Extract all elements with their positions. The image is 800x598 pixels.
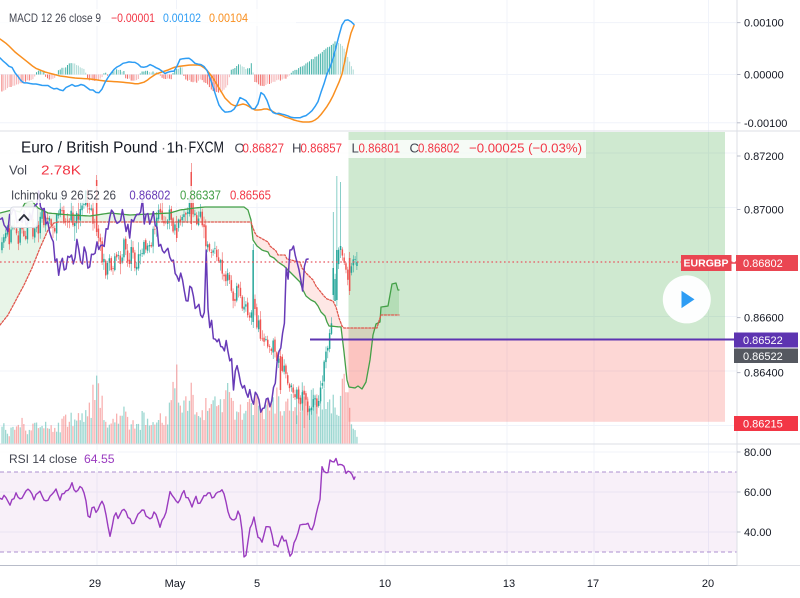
svg-text:L: L [352,141,359,156]
svg-text:0.87200: 0.87200 [744,151,784,163]
svg-text:0.00102: 0.00102 [163,11,201,25]
svg-text:0.86802: 0.86802 [743,258,783,270]
svg-text:40.00: 40.00 [744,527,772,539]
svg-text:0.00104: 0.00104 [209,11,248,25]
svg-text:·: · [161,140,166,157]
svg-text:0.86565: 0.86565 [230,187,271,202]
svg-text:0.86857: 0.86857 [301,141,343,156]
svg-text:1h: 1h [167,140,184,157]
svg-text:17: 17 [587,578,599,590]
svg-text:12 26 close 9: 12 26 close 9 [41,11,101,25]
svg-text:64.55: 64.55 [84,452,115,466]
svg-text:80.00: 80.00 [744,447,772,459]
svg-text:20: 20 [702,578,714,590]
svg-text:29: 29 [89,578,101,590]
svg-text:EURGBP: EURGBP [684,258,729,270]
svg-text:0.86215: 0.86215 [743,419,783,431]
svg-text:0.86802: 0.86802 [129,187,170,202]
svg-text:0.86400: 0.86400 [744,368,784,380]
svg-text:0.00000: 0.00000 [744,70,784,82]
svg-text:2.78K: 2.78K [41,162,81,177]
svg-text:Euro / British Pound: Euro / British Pound [21,140,158,157]
svg-text:C: C [410,141,420,156]
svg-text:May: May [165,578,186,590]
svg-text:5: 5 [254,578,260,590]
svg-text:10: 10 [379,578,391,590]
svg-text:MACD: MACD [9,11,38,25]
svg-text:-0.00100: -0.00100 [744,118,787,130]
svg-text:Ichimoku 9 26 52 26: Ichimoku 9 26 52 26 [11,187,116,202]
svg-text:0.86337: 0.86337 [180,187,221,202]
svg-text:0.86522: 0.86522 [743,335,783,347]
svg-text:0.86600: 0.86600 [744,313,784,325]
svg-text:H: H [292,141,302,156]
svg-text:60.00: 60.00 [744,487,772,499]
svg-text:·: · [183,140,188,157]
svg-text:Vol: Vol [9,162,27,177]
svg-text:FXCM: FXCM [189,140,225,157]
svg-text:O: O [235,141,245,156]
svg-text:0.86522: 0.86522 [743,351,783,363]
svg-text:−0.00025 (−0.03%): −0.00025 (−0.03%) [469,141,582,156]
svg-text:RSI 14 close: RSI 14 close [9,452,77,466]
svg-text:−0.00001: −0.00001 [111,11,155,25]
svg-text:0.87000: 0.87000 [744,205,784,217]
svg-text:0.00100: 0.00100 [744,18,784,30]
svg-text:0.86801: 0.86801 [359,141,401,156]
svg-text:0.86802: 0.86802 [418,141,460,156]
svg-text:0.86827: 0.86827 [243,141,285,156]
svg-text:13: 13 [503,578,515,590]
